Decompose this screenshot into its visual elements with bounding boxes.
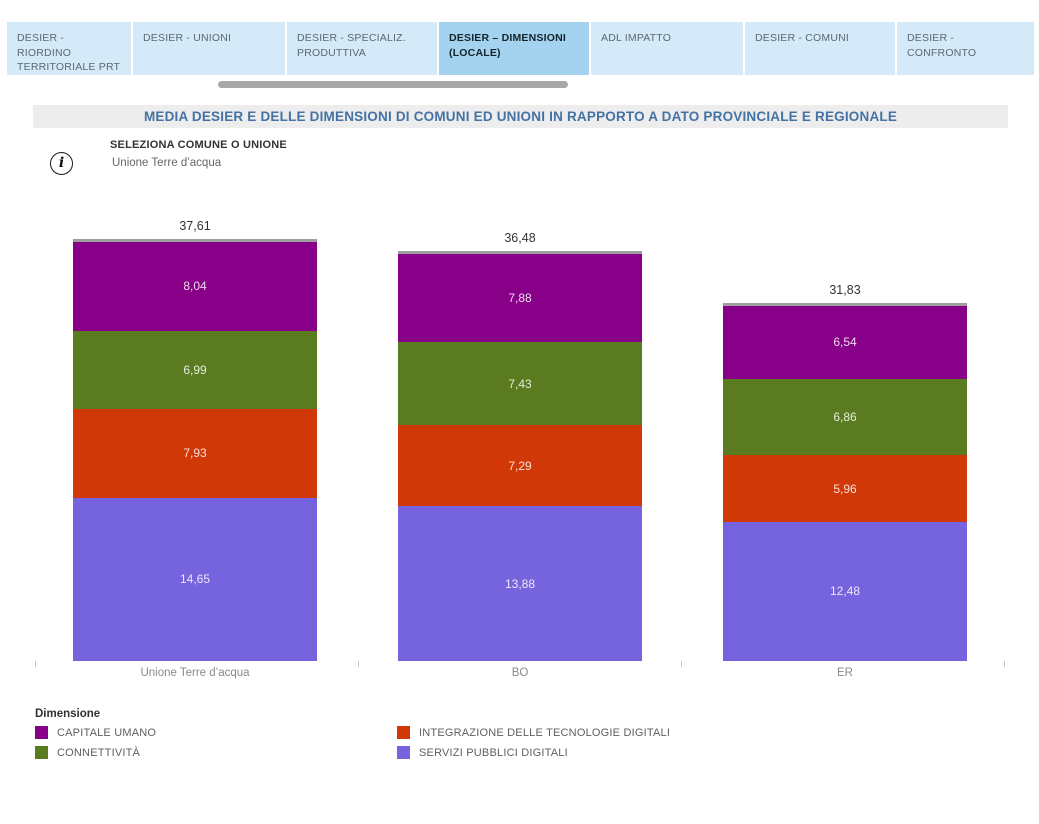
bar-segment-0-3[interactable]: 14,65 <box>73 497 317 661</box>
segment-value-label: 7,29 <box>508 458 532 473</box>
sheet-tab-3[interactable]: DESIER – DIMENSIONI (LOCALE) <box>439 22 589 75</box>
segment-value-label: 8,04 <box>183 279 207 294</box>
category-label-2: ER <box>837 667 853 679</box>
axis-tick <box>35 661 36 667</box>
bar-segment-0-0[interactable]: 8,04 <box>73 241 317 332</box>
bar-segment-2-1[interactable]: 6,86 <box>723 378 967 456</box>
legend-item-0[interactable]: CAPITALE UMANO <box>35 726 156 739</box>
sheet-tab-5[interactable]: DESIER - COMUNI <box>745 22 895 75</box>
sheet-tab-0[interactable]: DESIER - RIORDINO TERRITORIALE PRT <box>7 22 131 75</box>
axis-tick <box>681 661 682 667</box>
segment-value-label: 5,96 <box>833 481 857 496</box>
legend-label: CONNETTIVITÀ <box>57 746 141 759</box>
bar-segment-2-0[interactable]: 6,54 <box>723 306 967 379</box>
bar-segment-1-3[interactable]: 13,88 <box>398 506 642 661</box>
legend-swatch <box>397 746 410 759</box>
segment-value-label: 14,65 <box>179 572 211 587</box>
bar-2: 31,83 6,54 6,86 5,96 12,48 <box>723 283 967 661</box>
legend-swatch <box>35 746 48 759</box>
bar-segment-0-1[interactable]: 6,99 <box>73 331 317 410</box>
segment-value-label: 6,86 <box>833 410 857 425</box>
bar-segment-2-2[interactable]: 5,96 <box>723 455 967 522</box>
comune-unione-select[interactable]: Unione Terre d’acqua <box>112 157 222 169</box>
dashboard-title-bar: MEDIA DESIER E DELLE DIMENSIONI DI COMUN… <box>33 105 1008 128</box>
bar-segment-0-2[interactable]: 7,93 <box>73 409 317 498</box>
bar-segment-2-3[interactable]: 12,48 <box>723 521 967 661</box>
bar-cap <box>73 238 317 242</box>
horizontal-scrollbar[interactable] <box>218 81 568 88</box>
selector-label: SELEZIONA COMUNE O UNIONE <box>110 139 287 151</box>
legend-title: Dimensione <box>35 708 101 720</box>
segment-value-label: 7,93 <box>183 446 207 461</box>
legend-swatch <box>397 726 410 739</box>
axis-tick <box>1004 661 1005 667</box>
sheet-tab-1[interactable]: DESIER - UNIONI <box>133 22 285 75</box>
bar-1: 36,48 7,88 7,43 7,29 13,88 <box>398 231 642 661</box>
segment-value-label: 7,43 <box>508 376 532 391</box>
bar-total-label: 37,61 <box>179 218 211 233</box>
legend-label: CAPITALE UMANO <box>57 726 157 739</box>
bar-total-label: 36,48 <box>504 231 536 246</box>
segment-value-label: 6,99 <box>183 363 207 378</box>
legend-item-3[interactable]: SERVIZI PUBBLICI DIGITALI <box>397 746 568 759</box>
bar-segment-1-2[interactable]: 7,29 <box>398 424 642 507</box>
bar-0: 37,61 8,04 6,99 7,93 14,65 <box>73 219 317 661</box>
bar-cap <box>723 303 967 307</box>
bar-segment-1-1[interactable]: 7,43 <box>398 342 642 425</box>
segment-value-label: 6,54 <box>833 335 857 350</box>
legend-item-1[interactable]: CONNETTIVITÀ <box>35 746 140 759</box>
category-label-1: BO <box>511 667 529 679</box>
legend-grid: CAPITALE UMANO CONNETTIVITÀ INTEGRAZIONE D… <box>35 726 735 766</box>
segment-value-label: 13,88 <box>504 576 536 591</box>
category-label-0: Unione Terre d’acqua <box>140 667 250 679</box>
sheet-tab-2[interactable]: DESIER - SPECIALIZ. PRODUTTIVA <box>287 22 437 75</box>
sheet-tab-bar: DESIER - RIORDINO TERRITORIALE PRT DESIER… <box>7 22 1034 75</box>
axis-tick <box>358 661 359 667</box>
info-icon[interactable]: i <box>50 152 73 175</box>
sheet-tab-6[interactable]: DESIER - CONFRONTO <box>897 22 1034 75</box>
legend-label: SERVIZI PUBBLICI DIGITALI <box>419 746 568 759</box>
bar-cap <box>398 251 642 255</box>
legend-label: INTEGRAZIONE DELLE TECNOLOGIE DIGITALI <box>419 726 671 739</box>
bar-segment-1-0[interactable]: 7,88 <box>398 254 642 343</box>
segment-value-label: 7,88 <box>508 291 532 306</box>
sheet-tab-4[interactable]: ADL IMPATTO <box>591 22 743 75</box>
page-title: MEDIA DESIER E DELLE DIMENSIONI DI COMUN… <box>143 109 898 124</box>
segment-value-label: 12,48 <box>829 584 861 599</box>
legend-item-2[interactable]: INTEGRAZIONE DELLE TECNOLOGIE DIGITALI <box>397 726 670 739</box>
legend-swatch <box>35 726 48 739</box>
legend: Dimensione CAPITALE UMANO CONNETTIVITÀ INT… <box>35 708 735 766</box>
stacked-bar-chart: 37,61 8,04 6,99 7,93 14,65 Unione Terre d’acq… <box>35 200 1005 679</box>
bar-total-label: 31,83 <box>829 283 861 298</box>
